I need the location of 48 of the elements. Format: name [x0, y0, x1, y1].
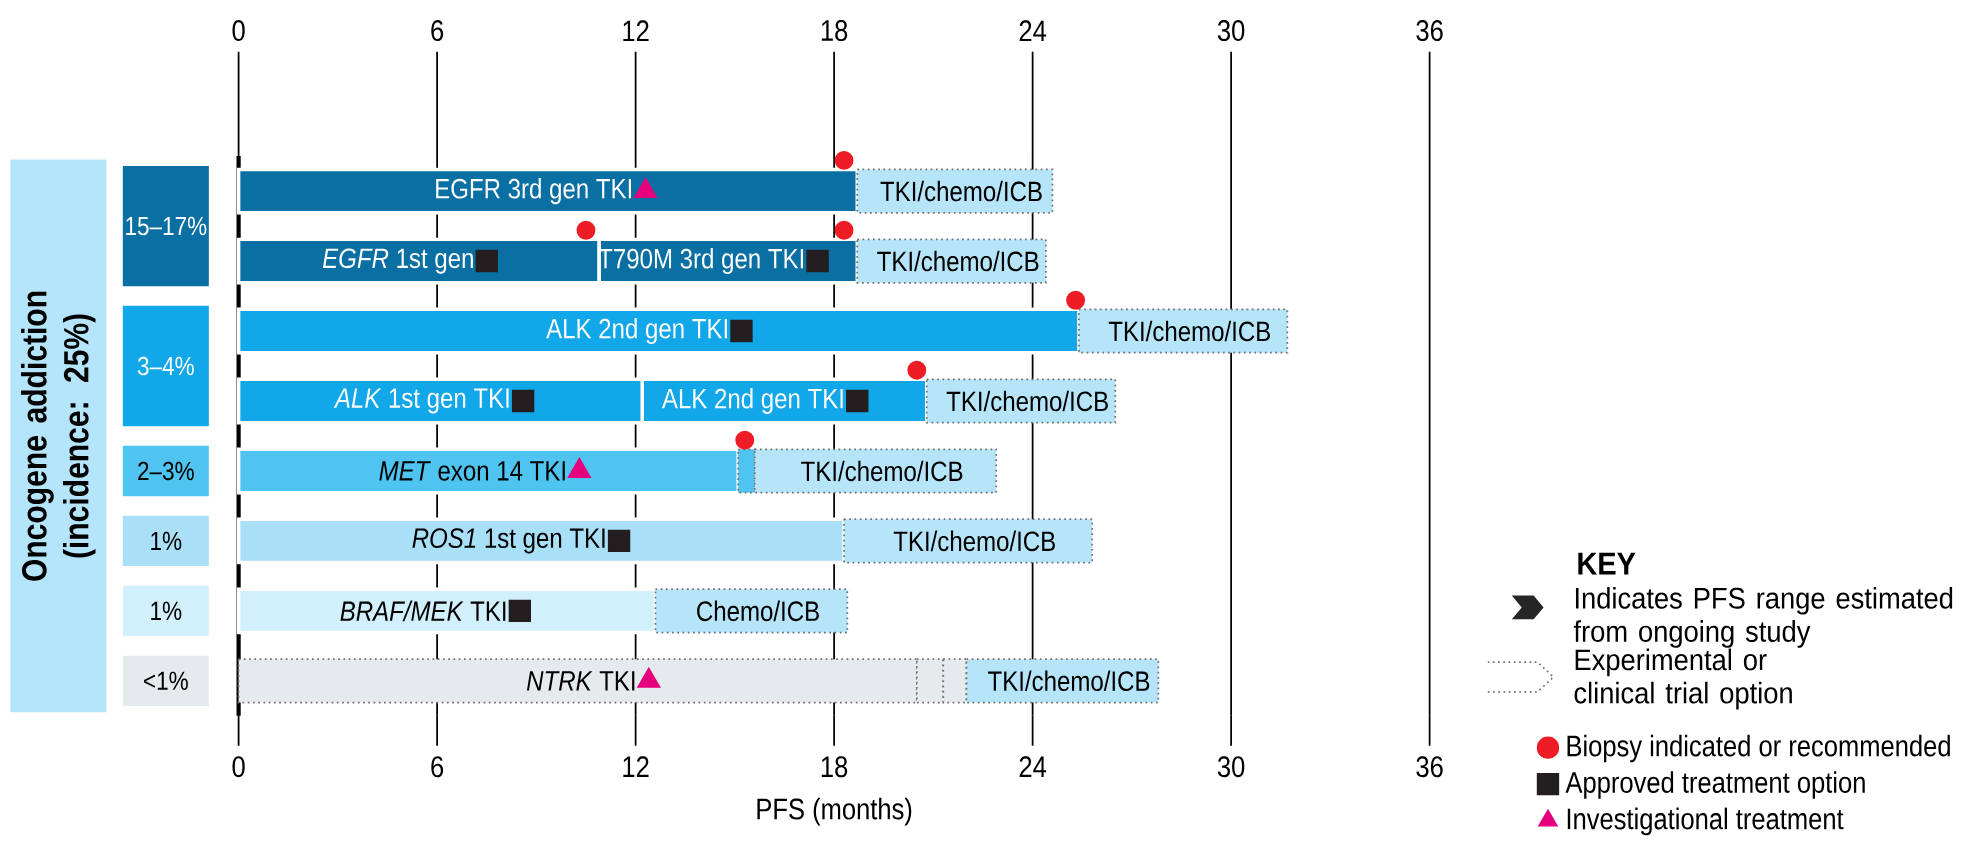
text: 1% [151, 601, 182, 621]
x-tick-label: 18 [821, 756, 848, 778]
x-tick-label: 6 [431, 756, 444, 778]
text: TKI/chemo/ICB [946, 390, 1108, 412]
text: TKI/chemo/ICB [893, 530, 1055, 552]
x-tick-label: 30 [1217, 756, 1245, 778]
x-tick-label: 36 [1416, 756, 1443, 778]
legend-title: KEY [1578, 553, 1636, 575]
x2-tick-label: 36 [1416, 20, 1443, 42]
series-label: BRAF/MEK TKI [340, 600, 506, 622]
text: TKI/chemo/ICB [880, 181, 1042, 202]
x2-tick-label: 30 [1217, 20, 1245, 42]
series-label: ROS1 1st gen TKI [412, 528, 605, 554]
series-label: EGFR 3rd gen TKI [436, 178, 631, 205]
text: TKI/chemo/ICB [801, 460, 963, 482]
x2-tick-label: 0 [232, 20, 245, 42]
text: TKI/chemo/ICB [1108, 320, 1271, 342]
legend-label: Approved treatment option [1565, 771, 1865, 800]
x2-tick-label: 24 [1019, 20, 1047, 42]
text: TKI/chemo/ICB [988, 670, 1150, 692]
series-label: Chemo/ICB [697, 600, 819, 622]
x-tick-label: 0 [232, 756, 245, 778]
x2-tick-label: 6 [431, 20, 444, 42]
y-axis-title: Oncogene addiction (incidence: 25%) [21, 291, 96, 582]
bar [843, 518, 1094, 564]
text: 2–3% [138, 461, 194, 481]
series-label: MET exon 14 TKI [379, 461, 565, 481]
series-label: TKI/chemo/ICB [877, 250, 1039, 272]
text: Experimental or clinical trial option [1574, 648, 1792, 710]
legend-label: Biopsy indicated or recommended [1567, 734, 1950, 763]
legend-label: Investigational treatment [1567, 807, 1844, 836]
bar [654, 588, 849, 634]
text: 1% [151, 531, 182, 551]
x-axis-title: PFS (months) [757, 797, 912, 826]
bar [1078, 308, 1289, 354]
series-label: NTRK TKI [526, 671, 635, 691]
x-tick-label: 12 [623, 756, 649, 778]
text: <1% [144, 671, 188, 691]
text: 15–17% [126, 217, 207, 236]
series-label: ALK 1st gen TKI [333, 388, 509, 414]
x2-tick-label: 12 [623, 20, 649, 42]
text: 3–4% [137, 356, 194, 376]
x-tick-label: 24 [1019, 756, 1047, 778]
text: ALK 2nd gen TKI [661, 388, 843, 415]
series-label: ALK 2nd gen TKI [546, 318, 727, 345]
x2-tick-label: 18 [821, 20, 848, 42]
text: Indicates PFS range estimated from ongoing study [1573, 587, 1953, 649]
series-label: EGFR 1st gen [322, 248, 473, 274]
